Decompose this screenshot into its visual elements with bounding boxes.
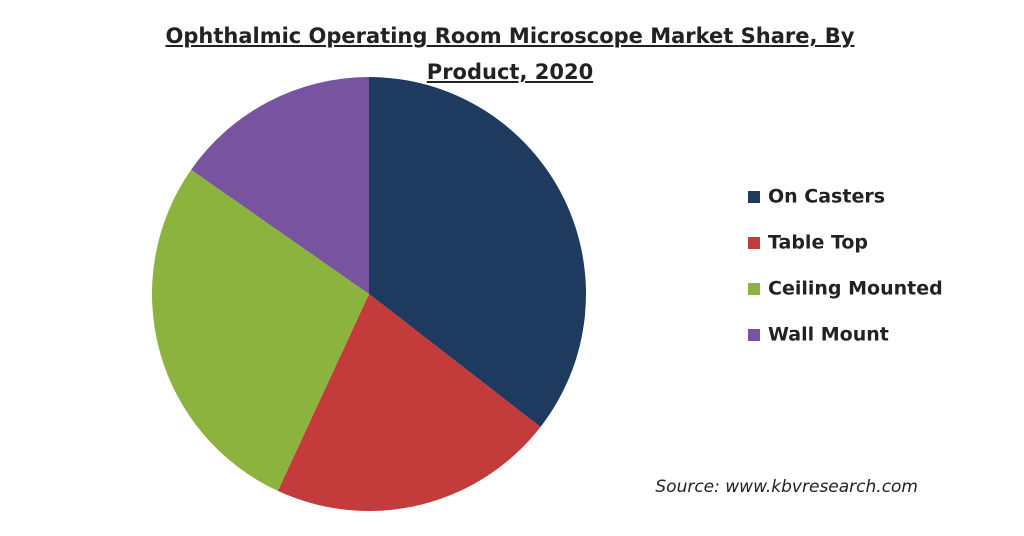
legend-swatch bbox=[748, 237, 760, 249]
legend-label: Wall Mount bbox=[768, 324, 889, 346]
pie-slice bbox=[277, 294, 541, 512]
pie-slice bbox=[152, 169, 369, 491]
legend-swatch bbox=[748, 191, 760, 203]
chart-title: Ophthalmic Operating Room Microscope Mar… bbox=[165, 24, 855, 84]
pie-slice bbox=[191, 77, 369, 294]
pie-slice bbox=[369, 77, 587, 428]
legend-label: Ceiling Mounted bbox=[768, 278, 943, 300]
source: Source: www.kbvresearch.com bbox=[655, 477, 918, 497]
legend-label: Table Top bbox=[768, 232, 868, 254]
legend-swatch bbox=[748, 283, 760, 295]
legend-swatch bbox=[748, 329, 760, 341]
legend-label: On Casters bbox=[768, 186, 885, 208]
